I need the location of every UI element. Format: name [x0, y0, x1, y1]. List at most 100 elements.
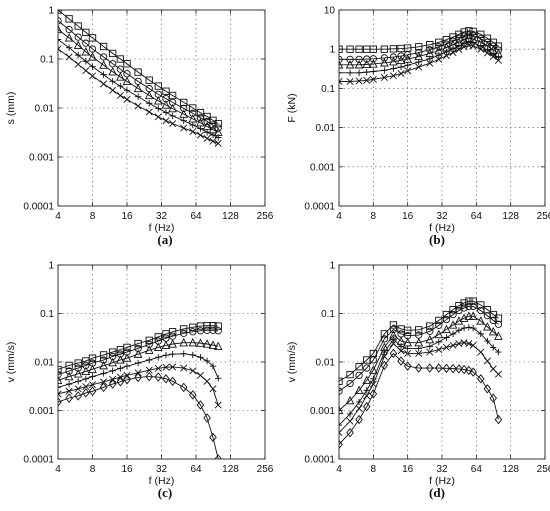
data-point-x: [100, 80, 108, 88]
data-point-diamond: [65, 393, 73, 403]
data-point-triangle: [464, 311, 474, 320]
data-point-plus: [426, 55, 433, 62]
data-point-triangle: [380, 58, 389, 67]
data-point-triangle: [99, 60, 108, 69]
data-point-circle: [380, 335, 389, 343]
panel-caption: (d): [429, 485, 445, 500]
data-point-square: [99, 351, 108, 359]
data-point-square: [369, 45, 377, 53]
data-point-plus: [162, 352, 170, 359]
data-point-plus: [180, 350, 187, 357]
data-point-plus: [215, 134, 222, 141]
data-point-x: [369, 75, 377, 83]
data-point-diamond: [435, 363, 443, 373]
data-point-triangle: [354, 385, 364, 395]
chart-panel-c: 4 8 16 32 64 128 256 0.0001 0.001 0.01 0.1 1 f (Hz) v…: [5, 261, 274, 501]
data-point-plus: [390, 336, 397, 343]
data-point-x: [455, 46, 463, 54]
y-axis-label: F (kN): [286, 93, 298, 122]
data-point-square: [168, 91, 177, 100]
x-tick-label: 64: [471, 464, 483, 475]
data-point-plus: [381, 67, 388, 74]
x-tick-label: 4: [55, 464, 61, 475]
data-point-triangle: [188, 337, 198, 347]
data-point-plus: [197, 125, 204, 132]
data-point-x: [355, 404, 363, 413]
x-tick-label: 8: [90, 211, 96, 222]
data-point-x: [449, 341, 457, 349]
data-point-diamond: [203, 413, 211, 423]
data-point-circle: [189, 328, 197, 336]
data-point-circle: [145, 340, 153, 349]
data-point-square: [469, 297, 477, 305]
data-point-square: [109, 49, 117, 58]
x-tick-label: 64: [471, 211, 483, 222]
data-point-diamond: [154, 372, 163, 382]
x-tick-label: 4: [55, 211, 61, 222]
data-point-square: [415, 43, 423, 51]
data-point-circle: [483, 312, 492, 320]
data-point-diamond: [214, 454, 222, 459]
data-point-triangle: [116, 72, 125, 81]
data-point-plus: [363, 68, 370, 76]
data-point-square: [426, 41, 434, 49]
data-point-plus: [209, 131, 217, 139]
data-point-plus: [65, 380, 73, 388]
data-point-square: [355, 45, 363, 53]
data-point-x: [460, 43, 468, 51]
data-point-plus: [209, 362, 217, 370]
data-point-triangle: [368, 365, 378, 374]
x-tick-label: 4: [336, 211, 342, 222]
data-point-plus: [404, 62, 411, 69]
panel-caption: (b): [429, 232, 445, 247]
data-point-square: [123, 60, 131, 68]
data-point-plus: [339, 421, 343, 429]
data-point-x: [363, 392, 371, 400]
data-point-triangle: [179, 337, 189, 347]
data-point-triangle: [168, 339, 177, 348]
data-point-plus: [203, 129, 211, 136]
data-point-triangle: [208, 340, 218, 349]
data-point-plus: [89, 63, 96, 70]
chart-panel-a: 4 8 16 32 64 128 256 0.0001 0.001 0.01 0.1 1 f (Hz) s…: [5, 6, 274, 248]
data-point-x: [162, 117, 170, 125]
data-point-plus: [495, 348, 502, 356]
data-point-circle: [355, 55, 363, 64]
data-point-x: [363, 76, 371, 84]
data-point-diamond: [339, 439, 343, 450]
data-point-x: [196, 131, 204, 139]
data-point-x: [88, 381, 97, 389]
x-tick-label: 8: [90, 464, 96, 475]
data-point-triangle: [161, 100, 171, 109]
data-point-circle: [346, 379, 354, 388]
x-tick-label: 256: [257, 211, 274, 222]
data-point-x: [494, 56, 502, 64]
data-point-diamond: [196, 400, 205, 410]
data-point-plus: [197, 354, 204, 361]
chart-panel-b: 4 8 16 32 64 128 256 0.0001 0.001 0.01 0.1 1 10 f (Hz…: [286, 6, 550, 248]
panel-caption: (a): [157, 232, 172, 247]
data-point-plus: [339, 69, 343, 77]
data-point-x: [145, 366, 153, 374]
y-axis-label: v (mm/s): [286, 342, 298, 383]
data-point-triangle: [345, 395, 355, 405]
data-point-x: [154, 113, 162, 121]
data-point-plus: [123, 362, 131, 370]
data-point-plus: [397, 63, 405, 71]
data-point-diamond: [389, 348, 398, 359]
series-line-circle: [339, 305, 499, 392]
data-point-triangle: [144, 90, 154, 100]
data-point-plus: [449, 45, 457, 53]
data-point-square: [123, 343, 131, 352]
data-point-x: [465, 41, 473, 49]
data-point-triangle: [58, 24, 63, 34]
data-point-plus: [74, 378, 82, 385]
y-tick-label: 0.0001: [23, 202, 54, 213]
data-point-x: [469, 341, 477, 349]
data-point-square: [404, 326, 412, 334]
data-point-circle: [415, 48, 423, 57]
x-tick-label: 8: [371, 211, 377, 222]
data-point-circle: [460, 304, 468, 312]
data-point-square: [99, 42, 108, 51]
data-point-plus: [465, 38, 473, 46]
